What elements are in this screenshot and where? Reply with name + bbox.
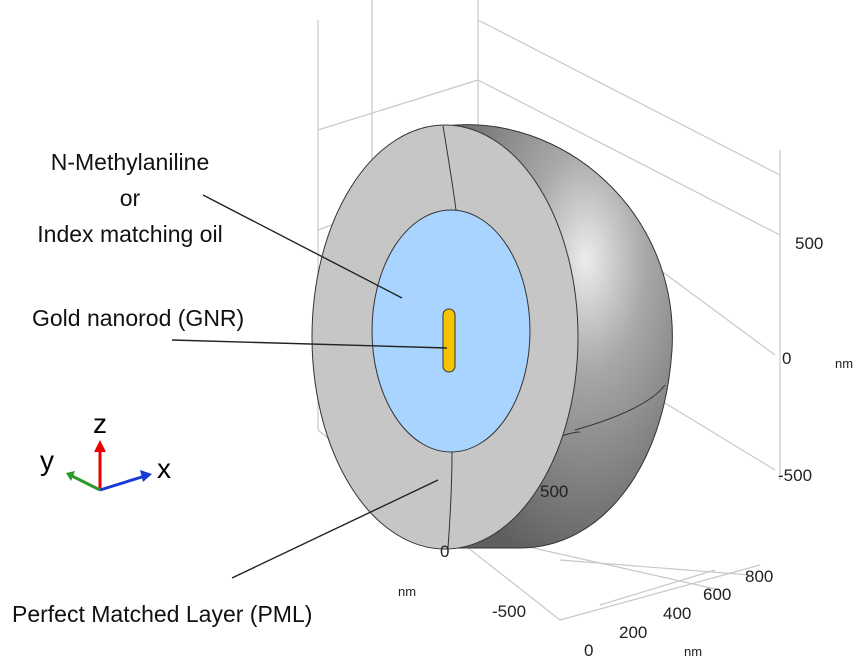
axis-triad: z y x [40, 408, 171, 490]
y-unit: nm [398, 584, 416, 599]
x-tick-label: 600 [703, 585, 731, 604]
y-tick-label: 0 [440, 542, 449, 561]
triad-label: x [157, 453, 171, 484]
triad-x [100, 476, 145, 490]
x-tick-label: 400 [663, 604, 691, 623]
x-unit: nm [684, 644, 702, 659]
z-unit: nm [835, 356, 853, 371]
annotation: Index matching oil [37, 221, 222, 247]
y-tick-label: -500 [492, 602, 526, 621]
figure: N-Methylaniline or Index matching oil Go… [0, 0, 860, 660]
y-tick-label: 500 [540, 482, 568, 501]
gold-nanorod [443, 309, 455, 372]
z-tick-label: -500 [778, 466, 812, 485]
z-tick-label: 0 [782, 349, 791, 368]
x-tick-label: 0 [584, 641, 593, 660]
annotation: or [120, 185, 141, 211]
triad-label: z [93, 408, 107, 439]
triad-y [72, 476, 100, 490]
triad-label: y [40, 445, 54, 476]
triad-arrow [140, 470, 152, 482]
x-tick-label: 800 [745, 567, 773, 586]
annotation: N-Methylaniline [51, 149, 210, 175]
x-tick-label: 200 [619, 623, 647, 642]
z-tick-label: 500 [795, 234, 823, 253]
triad-arrow [94, 440, 106, 452]
annotation: Perfect Matched Layer (PML) [12, 601, 312, 627]
annotation: Gold nanorod (GNR) [32, 305, 244, 331]
